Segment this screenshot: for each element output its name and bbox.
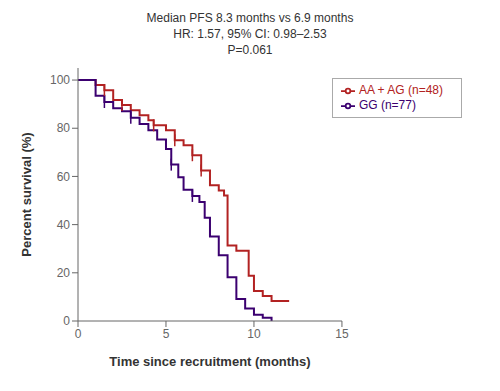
svg-text:0: 0 — [75, 327, 82, 341]
html-text:AA + AG (n=48): AA + AG (n=48) — [358, 83, 443, 97]
html-text:P=0.061: P=0.061 — [227, 43, 273, 57]
html-text:GG (n=77): GG (n=77) — [358, 97, 416, 112]
svg-text:80: 80 — [57, 121, 71, 135]
html-text:Median PFS 8.3 months vs 6.9 m: Median PFS 8.3 months vs 6.9 months — [146, 11, 354, 25]
html-text:HR: 1.57, 95% CI: 0.98–2.53: HR: 1.57, 95% CI: 0.98–2.53 — [173, 27, 327, 41]
svg-text:15: 15 — [335, 327, 349, 341]
svg-text:60: 60 — [57, 170, 71, 184]
svg-text:5: 5 — [163, 327, 170, 341]
svg-text:Time since recruitment (months: Time since recruitment (months) — [109, 354, 310, 369]
svg-text:20: 20 — [57, 266, 71, 280]
svg-text:100: 100 — [50, 73, 70, 87]
svg-text:Percent survival (%): Percent survival (%) — [19, 132, 34, 256]
svg-text:40: 40 — [57, 218, 71, 232]
svg-text:10: 10 — [247, 327, 261, 341]
svg-text:0: 0 — [63, 314, 70, 328]
